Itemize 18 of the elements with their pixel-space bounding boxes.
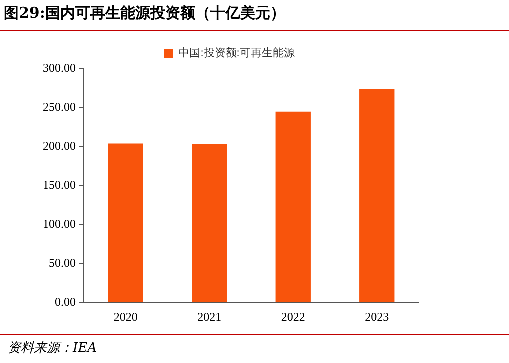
bar [276, 112, 311, 302]
x-tick-label: 2023 [365, 310, 390, 324]
bar [360, 89, 395, 302]
y-tick-label: 100.00 [43, 216, 76, 231]
x-tick-label: 2021 [198, 310, 222, 324]
y-tick-label: 300.00 [43, 61, 76, 76]
bar [108, 144, 144, 302]
y-tick-label: 0.00 [55, 294, 76, 309]
x-tick-label: 2020 [114, 310, 138, 324]
y-tick-label: 200.00 [43, 139, 76, 154]
chart-title: 图29:国内可再生能源投资额（十亿美元） [4, 4, 286, 23]
text: 资料来源：IEA [8, 340, 98, 357]
bar [192, 144, 228, 302]
y-tick-label: 150.00 [43, 178, 76, 192]
y-tick-label: 250.00 [43, 100, 76, 114]
legend-label: 中国:投资额:可再生能源 [178, 46, 295, 60]
y-tick-label: 50.00 [49, 256, 76, 270]
x-tick-label: 2022 [281, 310, 306, 324]
